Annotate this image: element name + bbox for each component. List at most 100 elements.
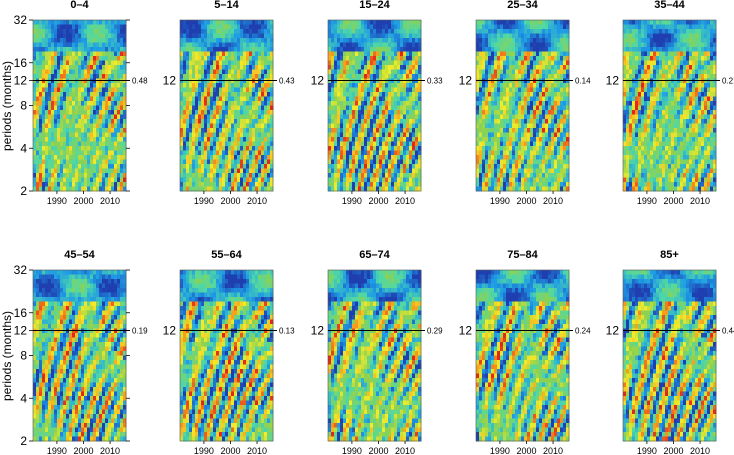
wavelet-power-heatmap [33, 270, 127, 442]
y-axis-label: periods (months) [0, 61, 14, 151]
y-tick-label: 32 [14, 13, 28, 27]
x-tick-label: 2010 [543, 196, 563, 206]
panel-8: 65–74 0.29 12 1990 2000 2010 [311, 249, 443, 455]
x-tick-label: 2000 [368, 446, 388, 455]
panel-frame [622, 19, 717, 192]
y-tick-label: 12 [311, 323, 325, 337]
panel-3: 15–24 0.33 12 1990 2000 2010 [311, 0, 443, 206]
wavelet-power-heatmap [623, 270, 717, 442]
panel-value: 0.21 [722, 76, 734, 85]
y-tick-label: 12 [606, 323, 620, 337]
wavelet-power-heatmap [328, 20, 422, 192]
x-tick-label: 2000 [73, 446, 93, 455]
y-tick-label: 12 [163, 323, 177, 337]
panel-frame [622, 269, 717, 442]
x-tick-label: 2000 [663, 446, 683, 455]
x-tick-label: 2000 [220, 196, 240, 206]
y-tick-label: 2 [20, 434, 27, 448]
panel-title: 55–64 [211, 249, 242, 261]
x-tick-label: 1990 [47, 196, 67, 206]
y-tick-label: 2 [20, 184, 27, 198]
x-tick-label: 2010 [395, 196, 415, 206]
y-tick-label: 16 [14, 306, 28, 320]
panel-5: 35–44 0.21 12 1990 2000 2010 [606, 0, 734, 206]
wavelet-power-heatmap [180, 20, 274, 192]
x-tick-label: 1990 [637, 446, 657, 455]
x-tick-label: 1990 [490, 446, 510, 455]
panel-value: 0.24 [575, 326, 591, 335]
panel-2: 5–14 0.43 12 1990 2000 2010 [163, 0, 295, 206]
panel-title: 75–84 [507, 249, 538, 261]
x-tick-label: 2000 [663, 196, 683, 206]
panel-title: 25–34 [507, 0, 538, 11]
panel-6: 45–54 0.19 2 4 8 12 16 32 1990 2000 2010 [14, 249, 148, 455]
x-tick-label: 2010 [690, 196, 710, 206]
x-tick-label: 2010 [395, 446, 415, 455]
x-tick-label: 2010 [247, 196, 267, 206]
y-tick-label: 16 [14, 56, 28, 70]
x-tick-label: 1990 [47, 446, 67, 455]
y-axis-label: periods (months) [0, 311, 14, 401]
panel-title: 35–44 [654, 0, 685, 11]
panel-value: 0.14 [575, 76, 591, 85]
x-tick-label: 2010 [100, 446, 120, 455]
x-tick-label: 2000 [220, 446, 240, 455]
y-tick-label: 32 [14, 263, 28, 277]
y-tick-label: 12 [606, 73, 620, 87]
panel-9: 75–84 0.24 12 1990 2000 2010 [459, 249, 591, 455]
panel-title: 45–54 [64, 249, 95, 261]
x-tick-label: 2010 [100, 196, 120, 206]
y-tick-label: 4 [20, 391, 27, 405]
x-tick-label: 2000 [516, 196, 536, 206]
panel-1: 0–4 0.48 2 4 8 12 16 32 1990 2000 2010 [14, 0, 148, 206]
x-tick-label: 2000 [368, 196, 388, 206]
panel-4: 25–34 0.14 12 1990 2000 2010 [459, 0, 591, 206]
x-tick-label: 1990 [342, 196, 362, 206]
y-tick-label: 12 [163, 73, 177, 87]
panel-value: 0.13 [279, 326, 295, 335]
x-tick-label: 2010 [690, 446, 710, 455]
wavelet-power-heatmap [33, 20, 127, 192]
x-tick-label: 1990 [342, 446, 362, 455]
wavelet-power-heatmap [476, 20, 570, 192]
panel-value: 0.19 [132, 326, 148, 335]
panel-value: 0.29 [427, 326, 443, 335]
panel-title: 0–4 [70, 0, 89, 11]
panel-title: 65–74 [359, 249, 390, 261]
x-tick-label: 2000 [516, 446, 536, 455]
panel-10: 85+ 0.44 12 1990 2000 2010 [606, 249, 734, 455]
panel-title: 85+ [660, 249, 679, 261]
panel-frame [179, 269, 274, 442]
panel-frame [475, 269, 570, 442]
panel-frame [327, 19, 422, 192]
panel-frame [475, 19, 570, 192]
y-tick-label: 12 [14, 73, 28, 87]
y-tick-label: 8 [20, 99, 27, 113]
x-tick-label: 1990 [194, 446, 214, 455]
x-tick-label: 1990 [637, 196, 657, 206]
panel-title: 5–14 [214, 0, 239, 11]
y-tick-label: 8 [20, 349, 27, 363]
wavelet-power-heatmap [623, 20, 717, 192]
x-tick-label: 1990 [194, 196, 214, 206]
panel-value: 0.43 [279, 76, 295, 85]
x-tick-label: 2010 [543, 446, 563, 455]
wavelet-power-heatmap [180, 270, 274, 442]
panel-value: 0.33 [427, 76, 443, 85]
y-tick-label: 12 [459, 323, 473, 337]
y-tick-label: 12 [311, 73, 325, 87]
panel-frame [327, 269, 422, 442]
x-tick-label: 2000 [73, 196, 93, 206]
panel-frame [179, 19, 274, 192]
panel-value: 0.44 [722, 326, 734, 335]
y-tick-label: 4 [20, 141, 27, 155]
y-tick-label: 12 [14, 323, 28, 337]
x-tick-label: 2010 [247, 446, 267, 455]
panel-title: 15–24 [359, 0, 390, 11]
panel-7: 55–64 0.13 12 1990 2000 2010 [163, 249, 295, 455]
x-tick-label: 1990 [490, 196, 510, 206]
y-tick-label: 12 [459, 73, 473, 87]
panel-value: 0.48 [132, 76, 148, 85]
wavelet-power-heatmap [476, 270, 570, 442]
